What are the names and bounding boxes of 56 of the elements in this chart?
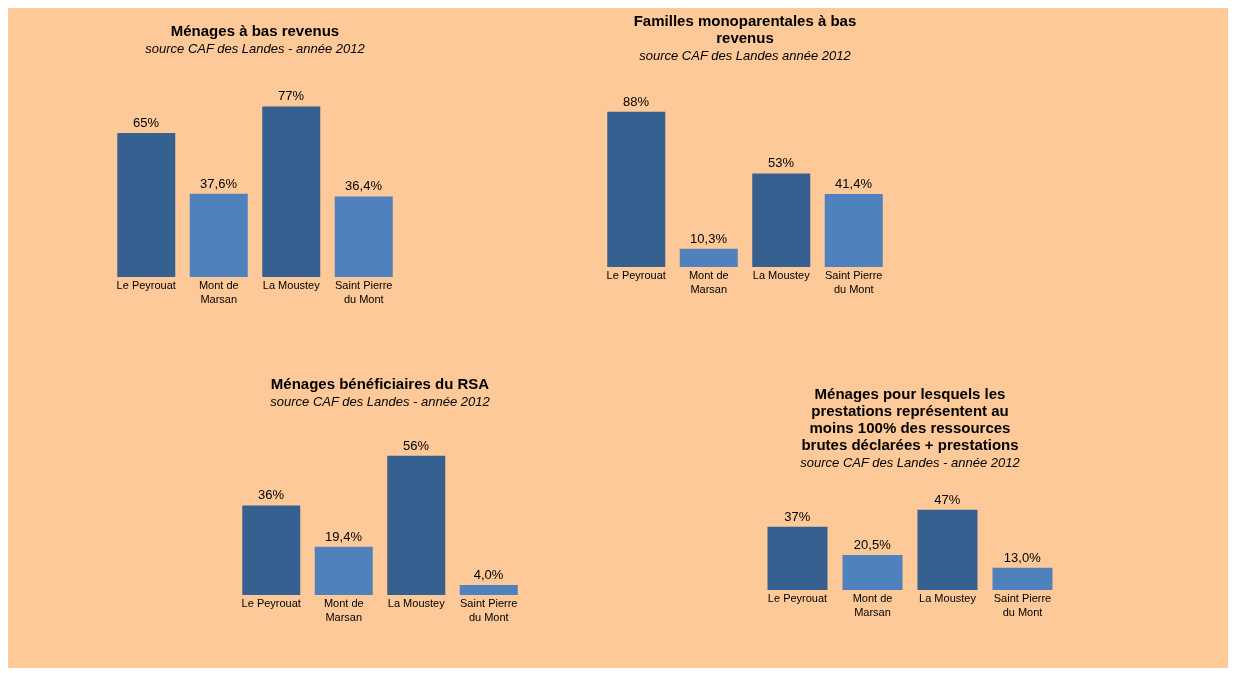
- chart-subtitle: source CAF des Landes - année 2012: [799, 455, 1021, 470]
- data-label: 37%: [784, 508, 811, 524]
- data-label: 41,4%: [835, 175, 873, 191]
- chart-title: Ménages à bas revenus: [169, 22, 341, 39]
- x-tick-label: La Moustey: [387, 597, 446, 609]
- bar: [917, 509, 978, 590]
- data-label: 65%: [133, 115, 160, 131]
- chart-title: Familles monoparentales à bas revenus: [632, 12, 858, 46]
- data-label: 36,4%: [345, 178, 383, 194]
- chart-title: Ménages bénéficiaires du RSA: [270, 375, 490, 392]
- bar: [334, 196, 393, 277]
- x-tick-label: Mont de Marsan: [852, 592, 893, 619]
- bar: [992, 567, 1053, 590]
- bar: [842, 554, 903, 590]
- data-label: 19,4%: [325, 528, 363, 544]
- bar: [314, 546, 373, 595]
- data-label: 47%: [934, 491, 961, 507]
- x-tick-label: La Moustey: [752, 269, 811, 281]
- bar: [262, 106, 321, 277]
- bar: [459, 585, 518, 595]
- x-tick-label: Le Peyrouat: [767, 592, 828, 604]
- bar: [387, 455, 446, 595]
- data-label: 10,3%: [690, 230, 728, 246]
- x-tick-label: Mont de Marsan: [688, 269, 729, 296]
- data-label: 37,6%: [200, 175, 238, 191]
- x-tick-label: Le Peyrouat: [116, 279, 176, 291]
- chart-subtitle: source CAF des Landes - année 2012: [144, 41, 366, 56]
- x-tick-label: Saint Pierre du Mont: [993, 592, 1052, 619]
- bar: [679, 248, 738, 267]
- x-tick-label: Saint Pierre du Mont: [335, 279, 393, 306]
- data-label: 56%: [403, 437, 430, 453]
- x-tick-label: Mont de Marsan: [198, 279, 239, 306]
- bar: [242, 505, 301, 595]
- data-label: 13,0%: [1003, 549, 1042, 565]
- data-label: 36%: [258, 487, 285, 503]
- data-label: 53%: [768, 155, 795, 171]
- bar: [117, 133, 176, 277]
- x-tick-label: Saint Pierre du Mont: [825, 269, 883, 296]
- x-tick-label: Le Peyrouat: [606, 269, 666, 281]
- bar: [767, 526, 828, 590]
- bar: [189, 193, 248, 277]
- x-tick-label: La Moustey: [919, 592, 977, 604]
- data-label: 88%: [623, 93, 650, 109]
- data-label: 20,5%: [853, 536, 892, 552]
- bar: [824, 193, 883, 267]
- x-tick-label: Saint Pierre du Mont: [460, 597, 518, 624]
- data-label: 4,0%: [473, 567, 504, 583]
- x-tick-label: Mont de Marsan: [323, 597, 364, 624]
- chart-subtitle: source CAF des Landes année 2012: [638, 48, 852, 63]
- bar: [752, 173, 811, 267]
- x-tick-label: Le Peyrouat: [241, 597, 301, 609]
- x-tick-label: La Moustey: [262, 279, 321, 291]
- bar: [607, 111, 666, 267]
- chart-subtitle: source CAF des Landes - année 2012: [269, 394, 491, 409]
- chart-title: Ménages pour lesquels les prestations représentent au moins 100% des ressources brutes déclarées + prestations: [800, 385, 1020, 453]
- data-label: 77%: [278, 88, 305, 104]
